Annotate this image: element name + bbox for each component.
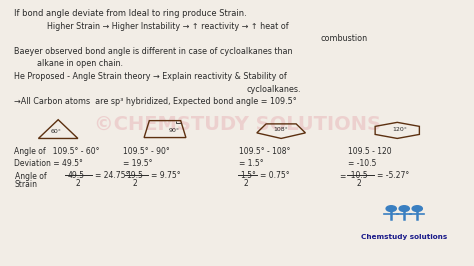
Text: He Proposed - Angle Strain theory → Explain reactivity & Stability of: He Proposed - Angle Strain theory → Expl… <box>14 72 287 81</box>
Circle shape <box>399 206 410 211</box>
Text: = 19.5°: = 19.5° <box>123 159 153 168</box>
Text: = 0.75°: = 0.75° <box>260 171 290 180</box>
Text: →All Carbon atoms  are sp³ hybridized, Expected bond angle = 109.5°: →All Carbon atoms are sp³ hybridized, Ex… <box>14 97 297 106</box>
Text: 109.5° - 108°: 109.5° - 108° <box>239 147 291 156</box>
Text: 2: 2 <box>133 179 138 188</box>
Text: 19.5: 19.5 <box>127 171 143 180</box>
Text: 1.5°: 1.5° <box>240 171 256 180</box>
Text: = -10.5: = -10.5 <box>348 159 377 168</box>
Text: Angle of: Angle of <box>15 172 46 181</box>
Text: Higher Strain → Higher Instability → ↑ reactivity → ↑ heat of: Higher Strain → Higher Instability → ↑ r… <box>46 22 288 31</box>
Circle shape <box>386 206 396 211</box>
Text: Deviation = 49.5°: Deviation = 49.5° <box>14 159 83 168</box>
Text: 60°: 60° <box>50 129 61 134</box>
Text: ©CHEMSTUDY SOLUTIONS: ©CHEMSTUDY SOLUTIONS <box>93 114 381 133</box>
Text: 109.5° - 90°: 109.5° - 90° <box>123 147 170 156</box>
Text: 2: 2 <box>244 179 249 188</box>
Text: 2: 2 <box>75 179 80 188</box>
Text: 108°: 108° <box>274 127 289 132</box>
Text: = 9.75°: = 9.75° <box>151 171 181 180</box>
Text: = 1.5°: = 1.5° <box>239 159 264 168</box>
Text: Strain: Strain <box>15 180 38 189</box>
Text: Chemstudy solutions: Chemstudy solutions <box>361 234 447 240</box>
Text: If bond angle deviate from Ideal to ring produce Strain.: If bond angle deviate from Ideal to ring… <box>14 9 247 18</box>
Text: alkane in open chain.: alkane in open chain. <box>37 60 123 68</box>
Text: cycloalkanes.: cycloalkanes. <box>246 85 301 94</box>
Text: 90°: 90° <box>169 128 180 133</box>
Text: Angle of   109.5° - 60°: Angle of 109.5° - 60° <box>14 147 100 156</box>
Text: = -5.27°: = -5.27° <box>377 171 410 180</box>
Text: 120°: 120° <box>392 127 407 132</box>
Text: 2: 2 <box>356 179 361 188</box>
Circle shape <box>412 206 422 211</box>
Text: -10.5: -10.5 <box>348 171 368 180</box>
Text: Baeyer observed bond angle is different in case of cycloalkanes than: Baeyer observed bond angle is different … <box>14 47 292 56</box>
Text: combustion: combustion <box>320 35 368 43</box>
Text: 49.5: 49.5 <box>67 171 84 180</box>
Text: 109.5 - 120: 109.5 - 120 <box>348 147 392 156</box>
Text: = 24.75°: = 24.75° <box>95 171 130 180</box>
Text: =: = <box>339 172 346 181</box>
